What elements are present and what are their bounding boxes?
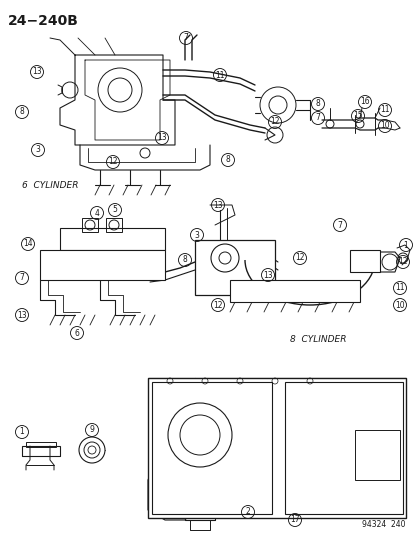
- Text: 13: 13: [17, 311, 27, 319]
- Text: 7: 7: [315, 114, 320, 123]
- Text: 13: 13: [157, 133, 166, 142]
- Bar: [230, 280, 359, 302]
- Text: 11: 11: [215, 70, 224, 79]
- Text: 7: 7: [19, 273, 24, 282]
- Text: 16: 16: [359, 98, 369, 107]
- Text: 12: 12: [270, 117, 279, 126]
- Bar: [349, 250, 379, 272]
- Circle shape: [79, 437, 105, 463]
- Text: 15: 15: [352, 111, 362, 120]
- Bar: [284, 382, 402, 514]
- Text: 3: 3: [194, 230, 199, 239]
- Bar: [82, 218, 98, 232]
- Text: 5: 5: [112, 206, 117, 214]
- Text: 94324  240: 94324 240: [362, 520, 405, 529]
- Bar: [195, 240, 274, 295]
- Text: 9: 9: [89, 425, 94, 434]
- Circle shape: [259, 87, 295, 123]
- Text: 8: 8: [225, 156, 230, 165]
- Bar: [60, 228, 165, 250]
- Circle shape: [168, 403, 231, 467]
- Text: 4: 4: [94, 208, 99, 217]
- Text: 11: 11: [379, 106, 389, 115]
- Bar: [147, 378, 405, 518]
- Text: 13: 13: [263, 271, 272, 279]
- Bar: [354, 430, 399, 480]
- Text: 7: 7: [183, 34, 188, 43]
- Text: 11: 11: [394, 284, 404, 293]
- Text: 12: 12: [108, 157, 117, 166]
- Bar: [26, 442, 56, 447]
- Text: 17: 17: [290, 515, 299, 524]
- Text: 13: 13: [32, 68, 42, 77]
- Text: 10: 10: [394, 301, 404, 310]
- Text: 24−240B: 24−240B: [8, 14, 79, 28]
- Text: 3: 3: [36, 146, 40, 155]
- Text: 8: 8: [182, 255, 187, 264]
- Bar: [152, 382, 271, 514]
- Text: 13: 13: [213, 200, 222, 209]
- Text: 6: 6: [74, 328, 79, 337]
- Text: 1: 1: [403, 240, 407, 249]
- Text: 8: 8: [19, 108, 24, 117]
- Text: 2: 2: [245, 507, 250, 516]
- Text: 10: 10: [379, 122, 389, 131]
- Bar: [40, 250, 165, 280]
- Text: 14: 14: [23, 239, 33, 248]
- Text: 8  CYLINDER: 8 CYLINDER: [289, 335, 346, 344]
- Text: 1: 1: [19, 427, 24, 437]
- Bar: [22, 446, 60, 456]
- Text: 12: 12: [397, 257, 407, 266]
- Text: 12: 12: [294, 254, 304, 262]
- Bar: [106, 218, 122, 232]
- Circle shape: [211, 244, 238, 272]
- Text: 8: 8: [315, 100, 320, 109]
- Text: 6  CYLINDER: 6 CYLINDER: [22, 181, 78, 190]
- Text: 12: 12: [213, 301, 222, 310]
- Text: 7: 7: [337, 221, 342, 230]
